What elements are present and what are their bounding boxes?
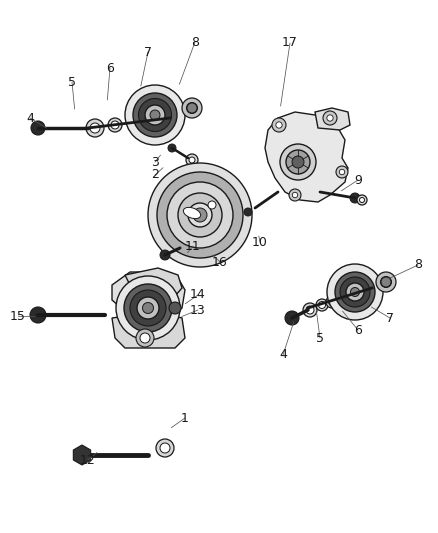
Circle shape [90,123,100,133]
Circle shape [292,192,298,198]
Circle shape [108,118,122,132]
Text: 5: 5 [316,332,324,344]
Circle shape [138,99,172,132]
Circle shape [140,333,150,343]
Circle shape [150,110,160,120]
Circle shape [327,264,383,320]
Circle shape [316,299,328,311]
Circle shape [182,98,202,118]
Circle shape [289,189,301,201]
Text: 4: 4 [279,349,287,361]
Circle shape [276,122,282,128]
Circle shape [136,329,154,347]
Circle shape [187,103,197,113]
Circle shape [306,306,314,314]
Polygon shape [112,272,185,320]
Circle shape [142,303,153,313]
Circle shape [186,154,198,166]
Text: 5: 5 [68,76,76,88]
Circle shape [350,193,360,203]
Circle shape [303,303,317,317]
Circle shape [157,172,243,258]
Circle shape [188,203,212,227]
Circle shape [31,121,45,135]
Text: 17: 17 [282,36,298,50]
Circle shape [339,169,345,175]
Circle shape [111,121,119,129]
Circle shape [116,276,180,340]
Text: 1: 1 [181,411,189,424]
Circle shape [326,296,338,308]
Circle shape [193,208,207,222]
Circle shape [130,290,166,326]
Circle shape [272,118,286,132]
Circle shape [148,163,252,267]
Circle shape [350,287,360,296]
Circle shape [160,443,170,453]
Circle shape [169,302,181,314]
Text: 11: 11 [185,239,201,253]
Text: 7: 7 [386,311,394,325]
Circle shape [340,277,370,307]
Circle shape [187,102,198,114]
Circle shape [327,115,333,121]
Circle shape [30,307,46,323]
Circle shape [357,195,367,205]
Text: 8: 8 [191,36,199,49]
Circle shape [381,277,392,287]
Text: 7: 7 [144,45,152,59]
Circle shape [376,272,396,292]
Text: 2: 2 [151,168,159,182]
Text: 8: 8 [414,259,422,271]
Circle shape [133,93,177,137]
Polygon shape [315,108,350,130]
Circle shape [137,297,159,319]
Polygon shape [125,268,182,296]
Circle shape [280,144,316,180]
Text: 14: 14 [190,288,206,302]
Text: 6: 6 [354,324,362,336]
Ellipse shape [184,207,201,219]
Circle shape [244,208,252,216]
Circle shape [156,439,174,457]
Circle shape [360,198,364,203]
Circle shape [292,156,304,168]
Circle shape [208,201,216,209]
Circle shape [160,250,170,260]
Text: 13: 13 [190,303,206,317]
Text: 10: 10 [252,236,268,248]
Text: 16: 16 [212,255,228,269]
Circle shape [335,272,375,312]
Circle shape [189,157,195,163]
Text: 4: 4 [26,111,34,125]
Circle shape [318,302,325,309]
Circle shape [323,111,337,125]
Circle shape [381,277,391,287]
Text: 9: 9 [354,174,362,187]
Circle shape [285,311,299,325]
Circle shape [168,144,176,152]
Circle shape [145,105,165,125]
Circle shape [286,150,310,174]
Circle shape [336,166,348,178]
Circle shape [167,182,233,248]
Text: 6: 6 [106,61,114,75]
Circle shape [125,85,185,145]
Circle shape [86,119,104,137]
Polygon shape [112,312,185,348]
Polygon shape [73,445,91,465]
Circle shape [346,283,364,301]
Text: 3: 3 [151,156,159,168]
Polygon shape [265,112,348,202]
Text: 15: 15 [10,310,26,322]
Circle shape [124,284,172,332]
Circle shape [178,193,222,237]
Circle shape [328,298,336,305]
Text: 12: 12 [80,454,96,466]
